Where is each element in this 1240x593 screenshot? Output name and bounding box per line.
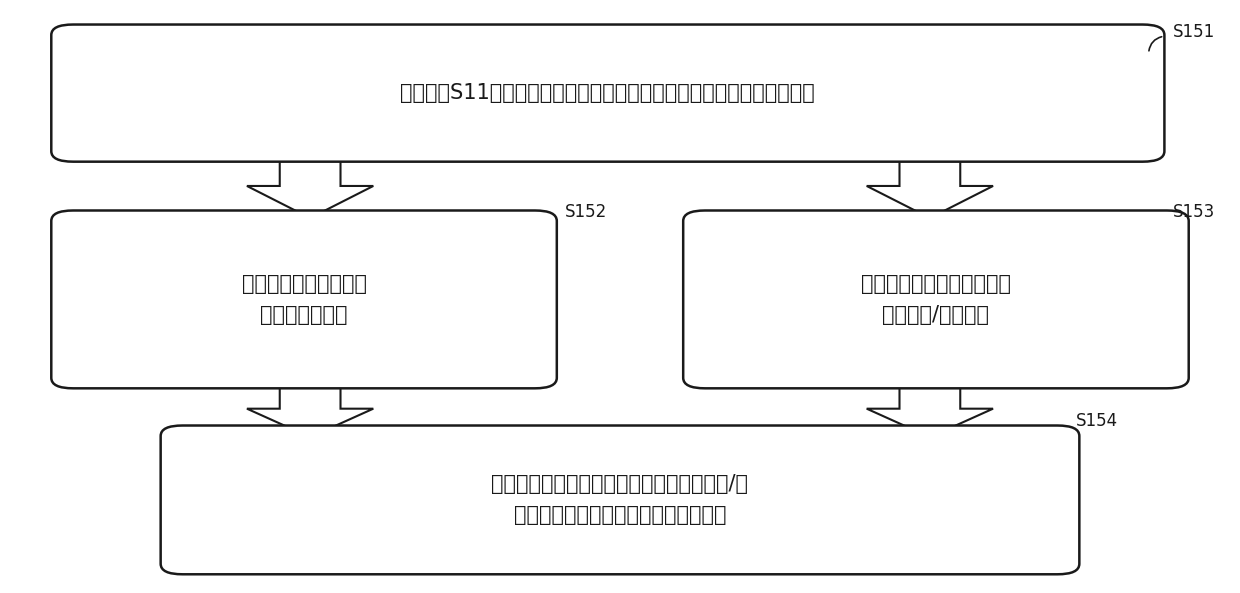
FancyBboxPatch shape bbox=[161, 426, 1079, 574]
Text: S154: S154 bbox=[1075, 413, 1117, 431]
FancyBboxPatch shape bbox=[683, 211, 1189, 388]
Text: S152: S152 bbox=[565, 203, 608, 221]
Polygon shape bbox=[867, 378, 993, 437]
FancyBboxPatch shape bbox=[51, 24, 1164, 162]
Text: S151: S151 bbox=[1173, 23, 1215, 41]
Text: 根据步骤S11中收集的芯片设计，从原始单元库中选取要使用的原始单元: 根据步骤S11中收集的芯片设计，从原始单元库中选取要使用的原始单元 bbox=[401, 83, 815, 103]
Polygon shape bbox=[867, 151, 993, 218]
Text: 产生包括不同的串联的管子数、不同的高度/驱
动强度且符合设计应用要求的标准单元: 产生包括不同的串联的管子数、不同的高度/驱 动强度且符合设计应用要求的标准单元 bbox=[491, 474, 749, 525]
Polygon shape bbox=[247, 378, 373, 437]
Polygon shape bbox=[247, 151, 373, 218]
FancyBboxPatch shape bbox=[51, 211, 557, 388]
Text: S153: S153 bbox=[1173, 203, 1215, 221]
Text: 通过速度延迟的算法获得单
元的高度/驱动强度: 通过速度延迟的算法获得单 元的高度/驱动强度 bbox=[861, 274, 1011, 325]
Text: 通过漏电参数的算法决
定串联的管子数: 通过漏电参数的算法决 定串联的管子数 bbox=[242, 274, 367, 325]
